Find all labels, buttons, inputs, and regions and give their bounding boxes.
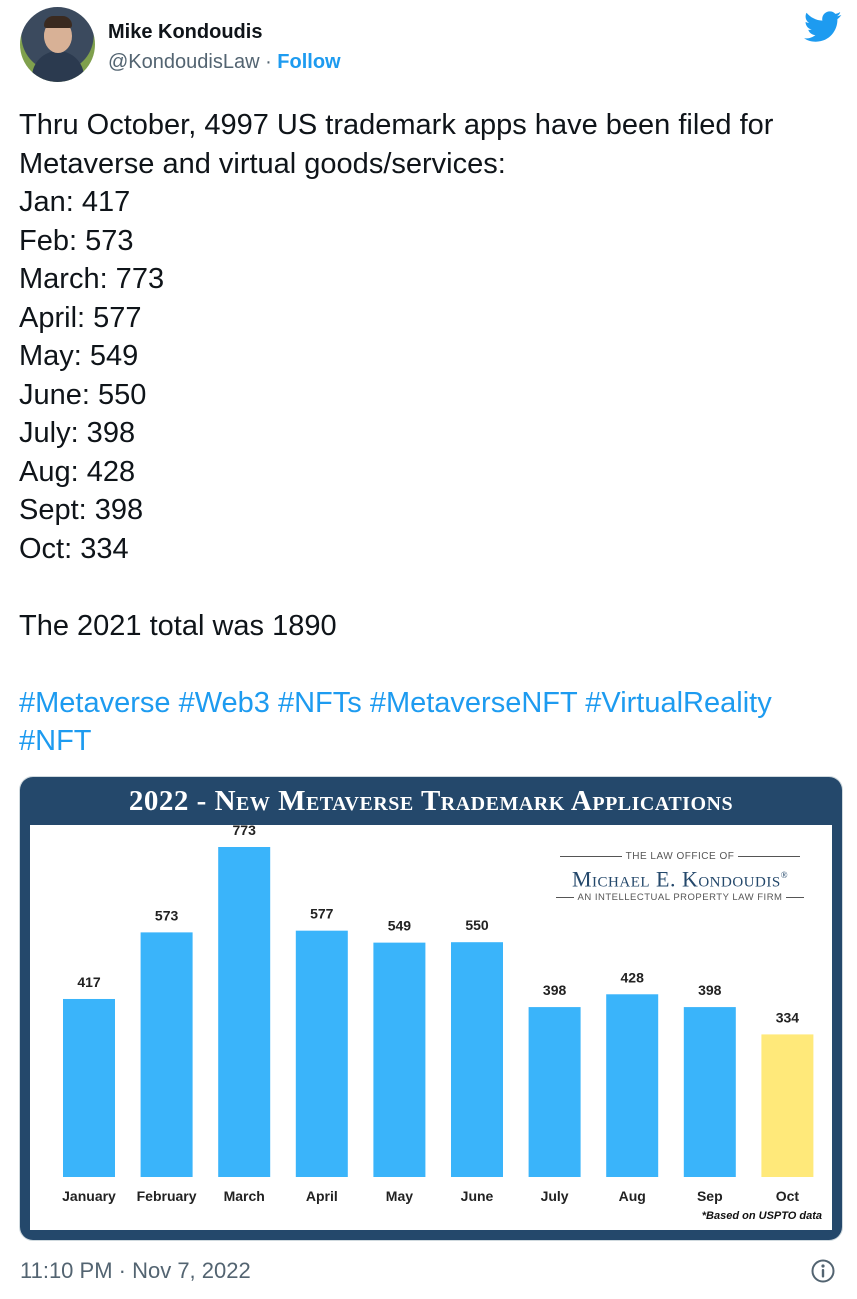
- tweet-line: May: 549: [19, 340, 139, 372]
- tweet-line: April: 577: [19, 301, 142, 334]
- tweet-total-line: The 2021 total was 1890: [19, 609, 337, 642]
- category-label: April: [306, 1188, 338, 1204]
- chart-area: 417 January 573 February 773 March 577 April 549…: [30, 825, 832, 1230]
- twitter-bird-icon[interactable]: [804, 11, 842, 43]
- hashtags-line[interactable]: #Metaverse #Web3 #NFTs #MetaverseNFT #Vi…: [19, 686, 772, 719]
- firm-logo-name-text: Michael E. Kondoudis: [571, 866, 781, 892]
- author-meta: @KondoudisLaw · Follow: [108, 51, 341, 74]
- tweet-line: June: 550: [19, 378, 147, 411]
- category-label: Oct: [776, 1188, 800, 1204]
- category-label: January: [62, 1188, 116, 1204]
- bar-value-label: 550: [465, 917, 489, 933]
- bar-value-label: 549: [388, 918, 412, 934]
- bar-value-label: 334: [776, 1009, 800, 1025]
- bar-value-label: 398: [543, 982, 567, 998]
- tweet-line: Thru October, 4997 US trademark apps hav…: [19, 109, 774, 141]
- tweet-body: Thru October, 4997 US trademark apps hav…: [19, 106, 849, 761]
- bar-sep: [683, 1007, 736, 1177]
- category-label: June: [461, 1188, 494, 1204]
- bar-value-label: 398: [698, 982, 722, 998]
- meta-separator: ·: [259, 51, 278, 73]
- tweet-line: Feb: 573: [19, 224, 134, 257]
- category-label: February: [137, 1188, 197, 1204]
- category-label: Aug: [619, 1188, 646, 1204]
- category-label: July: [541, 1188, 569, 1204]
- info-icon[interactable]: [810, 1258, 836, 1284]
- follow-button[interactable]: Follow: [277, 51, 341, 73]
- bar-march: [218, 847, 271, 1177]
- bar-value-label: 573: [155, 907, 179, 923]
- bar-value-label: 417: [77, 974, 101, 990]
- bar-june: [451, 942, 503, 1177]
- tweet-line: Oct: 334: [19, 532, 129, 565]
- firm-logo-bottom: AN INTELLECTUAL PROPERTY LAW FIRM: [550, 892, 810, 903]
- category-label: May: [386, 1188, 413, 1204]
- tweet-image-card[interactable]: 2022 - New Metaverse Trademark Applicati…: [19, 776, 843, 1241]
- bar-value-label: 773: [233, 825, 257, 838]
- bar-january: [63, 998, 115, 1177]
- firm-logo-top: THE LAW OFFICE OF: [550, 851, 810, 862]
- category-label: Sep: [697, 1188, 723, 1204]
- category-label: March: [224, 1188, 265, 1204]
- avatar[interactable]: [20, 7, 95, 82]
- tweet-line: Sept: 398: [19, 494, 144, 526]
- hashtags-line[interactable]: #NFT: [19, 725, 92, 757]
- blank-line: [19, 645, 849, 684]
- author-handle[interactable]: @KondoudisLaw: [108, 51, 260, 73]
- bar-value-label: 428: [621, 969, 645, 985]
- tweet-line: Jan: 417: [19, 186, 131, 218]
- bar-value-label: 577: [310, 906, 334, 922]
- registered-mark: ®: [780, 870, 789, 880]
- tweet-line: Metaverse and virtual goods/services:: [19, 147, 506, 180]
- chart-title: 2022 - New Metaverse Trademark Applicati…: [128, 785, 734, 817]
- bar-july: [528, 1007, 581, 1177]
- tweet-line: Aug: 428: [19, 455, 136, 488]
- bar-april: [295, 930, 348, 1177]
- bar-oct: [761, 1034, 814, 1177]
- bar-chart: 417 January 573 February 773 March 577 April 549…: [62, 825, 814, 1204]
- bar-february: [140, 932, 193, 1177]
- tweet-header: Mike Kondoudis @KondoudisLaw · Follow: [20, 7, 842, 89]
- tweet-line: July: 398: [19, 417, 136, 449]
- bar-may: [373, 942, 426, 1177]
- blank-line: [19, 568, 849, 607]
- source-footnote: *Based on USPTO data: [701, 1210, 822, 1222]
- bar-aug: [606, 994, 659, 1177]
- tweet-timestamp[interactable]: 11:10 PM · Nov 7, 2022: [20, 1258, 251, 1283]
- firm-logo-name: Michael E. Kondoudis®: [550, 862, 810, 892]
- firm-logo: THE LAW OFFICE OF Michael E. Kondoudis® …: [550, 851, 810, 903]
- author-name[interactable]: Mike Kondoudis: [108, 21, 263, 43]
- tweet-line: March: 773: [19, 263, 165, 295]
